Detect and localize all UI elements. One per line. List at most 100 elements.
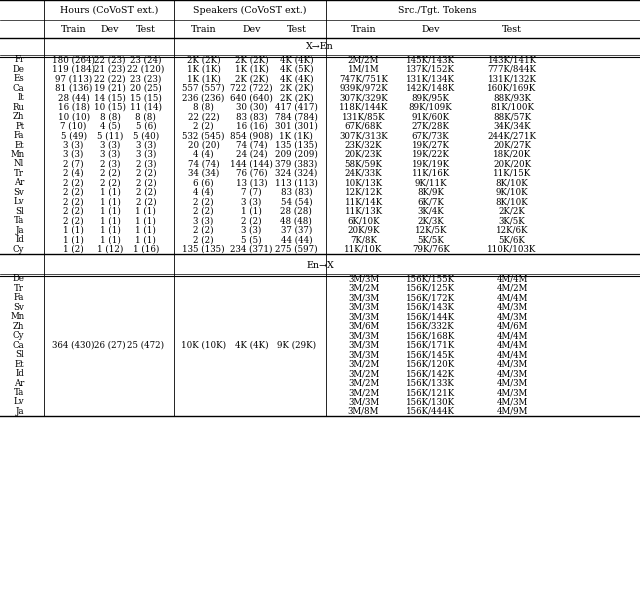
Text: 7K/8K: 7K/8K [350,235,377,244]
Text: 1 (16): 1 (16) [132,244,159,253]
Text: Test: Test [286,25,307,34]
Text: 2 (2): 2 (2) [100,169,120,178]
Text: 2 (3): 2 (3) [100,159,120,168]
Text: 156K/172K: 156K/172K [406,294,455,302]
Text: 137K/152K: 137K/152K [406,65,455,74]
Text: 30 (30): 30 (30) [236,102,268,111]
Text: 1 (1): 1 (1) [100,197,120,206]
Text: 2K (2K): 2K (2K) [280,93,313,102]
Text: Fr: Fr [14,55,24,64]
Text: Tr: Tr [14,169,24,178]
Text: 2 (2): 2 (2) [63,197,84,206]
Text: 4K (5K): 4K (5K) [280,65,313,74]
Text: 2 (3): 2 (3) [136,159,156,168]
Text: 4M/3M: 4M/3M [497,359,527,368]
Text: 2K/2K: 2K/2K [499,207,525,216]
Text: 9K (29K): 9K (29K) [276,341,316,350]
Text: 10K (10K): 10K (10K) [181,341,226,350]
Text: 22 (120): 22 (120) [127,65,164,74]
Text: 74 (74): 74 (74) [188,159,220,168]
Text: 3M/3M: 3M/3M [348,331,379,340]
Text: 5K/5K: 5K/5K [417,235,444,244]
Text: 324 (324): 324 (324) [275,169,317,178]
Text: 2K (2K): 2K (2K) [235,55,268,64]
Text: 89K/95K: 89K/95K [412,93,450,102]
Text: 3M/2M: 3M/2M [348,388,379,397]
Text: 11K/16K: 11K/16K [412,169,450,178]
Text: 37 (37): 37 (37) [280,226,312,235]
Text: 4M/3M: 4M/3M [497,398,527,407]
Text: 209 (209): 209 (209) [275,150,317,159]
Text: 19 (21): 19 (21) [94,84,126,93]
Text: 3M/3M: 3M/3M [348,294,379,302]
Text: 2K (2K): 2K (2K) [280,84,313,93]
Text: Train: Train [61,25,86,34]
Text: 156K/125K: 156K/125K [406,284,455,293]
Text: 23 (24): 23 (24) [130,55,162,64]
Text: Src./Tgt. Tokens: Src./Tgt. Tokens [399,5,477,15]
Text: 2 (2): 2 (2) [63,207,84,216]
Text: 20K/23K: 20K/23K [344,150,383,159]
Text: 4M/4M: 4M/4M [496,331,528,340]
Text: 8 (8): 8 (8) [100,112,120,121]
Text: 18K/20K: 18K/20K [493,150,531,159]
Text: 28 (44): 28 (44) [58,93,90,102]
Text: Ca: Ca [13,341,24,350]
Text: Lv: Lv [13,197,24,206]
Text: 1 (1): 1 (1) [63,235,84,244]
Text: 24K/33K: 24K/33K [345,169,382,178]
Text: 2 (2): 2 (2) [193,122,214,131]
Text: 156K/145K: 156K/145K [406,350,455,359]
Text: 2K (2K): 2K (2K) [235,74,268,83]
Text: 1 (1): 1 (1) [100,188,120,197]
Text: 9K/10K: 9K/10K [496,188,528,197]
Text: 11K/14K: 11K/14K [344,197,383,206]
Text: 16 (16): 16 (16) [236,122,268,131]
Text: 5K/6K: 5K/6K [499,235,525,244]
Text: 4 (4): 4 (4) [193,188,214,197]
Text: 67K/73K: 67K/73K [412,131,449,140]
Text: 3M/8M: 3M/8M [348,407,380,416]
Text: 156K/130K: 156K/130K [406,398,455,407]
Text: 722 (722): 722 (722) [230,84,273,93]
Text: Zh: Zh [13,112,24,121]
Text: 1K (1K): 1K (1K) [187,65,220,74]
Text: Fa: Fa [14,131,24,140]
Text: 145K/143K: 145K/143K [406,55,455,64]
Text: 557 (557): 557 (557) [182,84,225,93]
Text: 23 (23): 23 (23) [130,74,162,83]
Text: Ca: Ca [13,84,24,93]
Text: 6K/7K: 6K/7K [417,197,444,206]
Text: 784 (784): 784 (784) [275,112,317,121]
Text: 135 (135): 135 (135) [182,244,225,253]
Text: 10 (15): 10 (15) [94,102,126,111]
Text: 131K/132K: 131K/132K [488,74,536,83]
Text: 22 (22): 22 (22) [94,74,126,83]
Text: 3M/6M: 3M/6M [348,322,379,331]
Text: 1K (1K): 1K (1K) [187,74,220,83]
Text: 143K/141K: 143K/141K [488,55,536,64]
Text: 16 (18): 16 (18) [58,102,90,111]
Text: 1K (1K): 1K (1K) [280,131,313,140]
Text: En→X: En→X [306,261,334,270]
Text: 12K/6K: 12K/6K [496,226,528,235]
Text: Test: Test [136,25,156,34]
Text: 156K/144K: 156K/144K [406,312,455,321]
Text: Ta: Ta [14,216,24,225]
Text: 640 (640): 640 (640) [230,93,273,102]
Text: Id: Id [15,235,24,244]
Text: 8K/10K: 8K/10K [495,197,529,206]
Text: 3K/5K: 3K/5K [499,216,525,225]
Text: 1 (1): 1 (1) [136,226,156,235]
Text: 15 (15): 15 (15) [130,93,162,102]
Text: 8 (8): 8 (8) [193,102,214,111]
Text: 2 (2): 2 (2) [193,207,214,216]
Text: 1 (1): 1 (1) [136,235,156,244]
Text: 8K/9K: 8K/9K [417,188,444,197]
Text: Et: Et [15,359,24,368]
Text: 160K/169K: 160K/169K [488,84,536,93]
Text: 2 (2): 2 (2) [193,197,214,206]
Text: 3 (3): 3 (3) [241,226,262,235]
Text: 6K/10K: 6K/10K [348,216,380,225]
Text: Zh: Zh [13,322,24,331]
